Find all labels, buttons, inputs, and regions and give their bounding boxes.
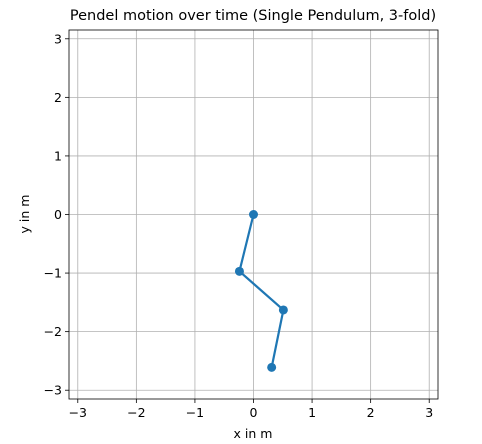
y-tick-label: 1 — [54, 148, 62, 163]
y-tick-label: 0 — [54, 207, 62, 222]
y-axis-label: y in m — [17, 195, 32, 234]
x-axis: −3 −2 −1 0 1 2 3 — [69, 399, 433, 420]
y-tick-label: 3 — [54, 31, 62, 46]
pendulum-line — [238, 214, 285, 368]
x-tick-label: 3 — [425, 405, 433, 420]
x-axis-label: x in m — [234, 426, 273, 441]
y-tick-label: −1 — [44, 266, 62, 281]
y-tick-label: −2 — [44, 324, 62, 339]
y-axis: −3 −2 −1 0 1 2 3 — [44, 31, 69, 398]
x-tick-label: 0 — [250, 405, 258, 420]
x-tick-label: −3 — [69, 405, 87, 420]
x-tick-label: −2 — [127, 405, 145, 420]
series-layer — [234, 210, 288, 372]
y-tick-label: 2 — [54, 90, 62, 105]
pendulum-point — [249, 210, 258, 219]
y-tick-label: −3 — [44, 383, 62, 398]
pendulum-point — [267, 362, 277, 372]
x-tick-label: −1 — [186, 405, 204, 420]
x-tick-label: 2 — [367, 405, 375, 420]
grid — [69, 30, 438, 399]
pendulum-point — [234, 266, 244, 276]
pendulum-point — [278, 305, 288, 315]
x-tick-label: 1 — [308, 405, 316, 420]
chart-title: Pendel motion over time (Single Pendulum… — [70, 8, 436, 24]
